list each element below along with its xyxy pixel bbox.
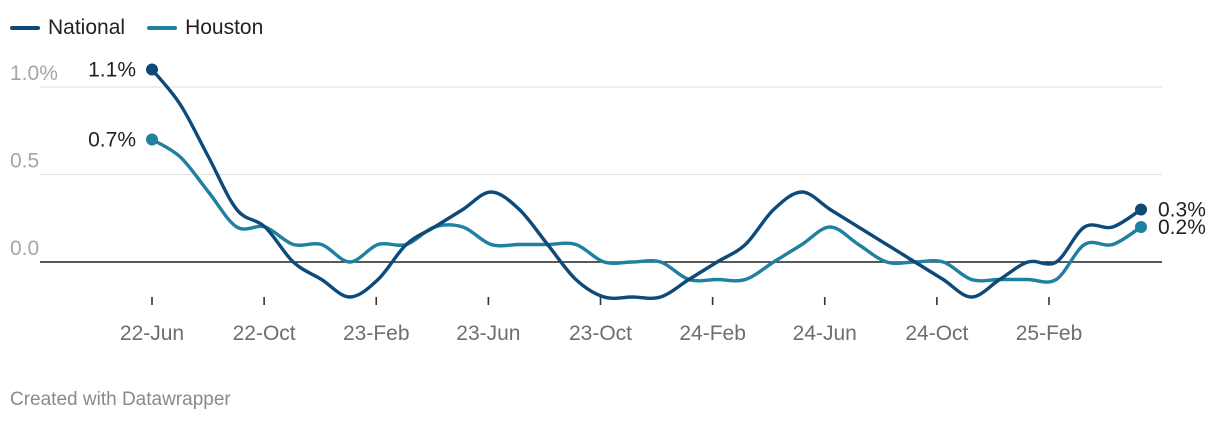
x-tick-label: 23-Jun (456, 322, 520, 345)
start-point-houston (146, 133, 158, 146)
y-tick-label: 0.5 (10, 150, 39, 173)
x-tick-label: 25-Feb (1016, 322, 1083, 345)
x-tick-label: 23-Feb (343, 322, 410, 345)
legend-item-national: National (10, 16, 125, 40)
legend-item-houston: Houston (147, 16, 263, 40)
x-tick-label: 24-Oct (905, 322, 968, 345)
footer-credit: Created with Datawrapper (10, 389, 231, 410)
series-line-national (150, 67, 1143, 300)
legend: National Houston (10, 16, 285, 40)
x-tick-label: 22-Oct (233, 322, 296, 345)
x-tick-label: 23-Oct (569, 322, 632, 345)
x-tick-label: 24-Jun (793, 322, 857, 345)
start-label-national: 1.1% (88, 59, 136, 82)
x-tick-label: 22-Jun (120, 322, 184, 345)
x-tick-label: 24-Feb (679, 322, 746, 345)
end-label-national: 0.3% (1158, 199, 1206, 222)
legend-swatch-houston (147, 26, 178, 30)
legend-swatch-national (10, 26, 40, 30)
end-point-national (1135, 203, 1147, 216)
y-tick-label: 0.0 (10, 237, 39, 260)
start-point-national (146, 63, 158, 76)
y-tick-label: 1.0% (10, 62, 58, 85)
series-line-houston (150, 137, 1143, 284)
legend-label-national: National (48, 16, 126, 39)
end-label-houston: 0.2% (1158, 216, 1206, 239)
start-label-houston: 0.7% (88, 129, 136, 152)
legend-label-houston: Houston (185, 16, 264, 39)
end-point-houston (1135, 221, 1147, 233)
